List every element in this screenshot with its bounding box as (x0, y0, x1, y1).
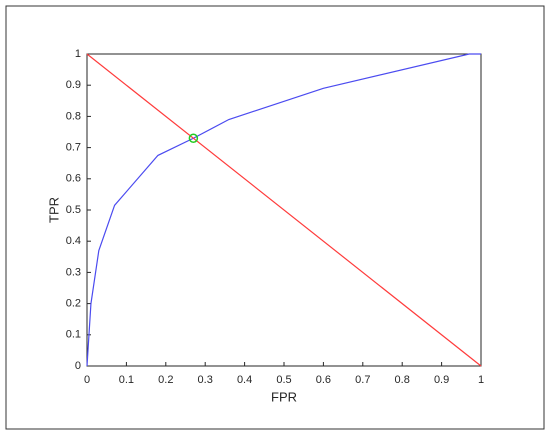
y-tick-label: 0.3 (66, 266, 81, 278)
x-tick-label: 0.2 (158, 374, 173, 386)
x-tick-label: 0.3 (198, 374, 213, 386)
x-tick-label: 0.9 (434, 374, 449, 386)
x-tick-label: 1 (478, 374, 484, 386)
x-tick-label: 0 (84, 374, 90, 386)
y-tick-label: 0.2 (66, 298, 81, 310)
y-tick-label: 0.5 (66, 204, 81, 216)
y-tick-label: 0.9 (66, 79, 81, 91)
y-axis-label: TPR (46, 197, 61, 223)
y-tick-label: 0.8 (66, 110, 81, 122)
y-tick-label: 0.7 (66, 142, 81, 154)
y-tick-label: 0.4 (66, 235, 81, 247)
x-axis-label: FPR (271, 389, 297, 404)
y-tick-label: 1 (75, 48, 81, 60)
x-tick-label: 0.6 (316, 374, 331, 386)
y-tick-label: 0.1 (66, 329, 81, 341)
y-tick-label: 0.6 (66, 173, 81, 185)
data-line (86, 53, 481, 367)
y-tick-label: 0 (75, 360, 81, 372)
data-line (86, 53, 482, 367)
data-marker (188, 133, 199, 143)
x-tick-label: 0.4 (237, 374, 252, 386)
x-tick-label: 0.1 (119, 374, 134, 386)
x-tick-label: 0.7 (355, 374, 370, 386)
x-tick-label: 0.8 (395, 374, 410, 386)
x-tick-label: 0.5 (276, 374, 291, 386)
